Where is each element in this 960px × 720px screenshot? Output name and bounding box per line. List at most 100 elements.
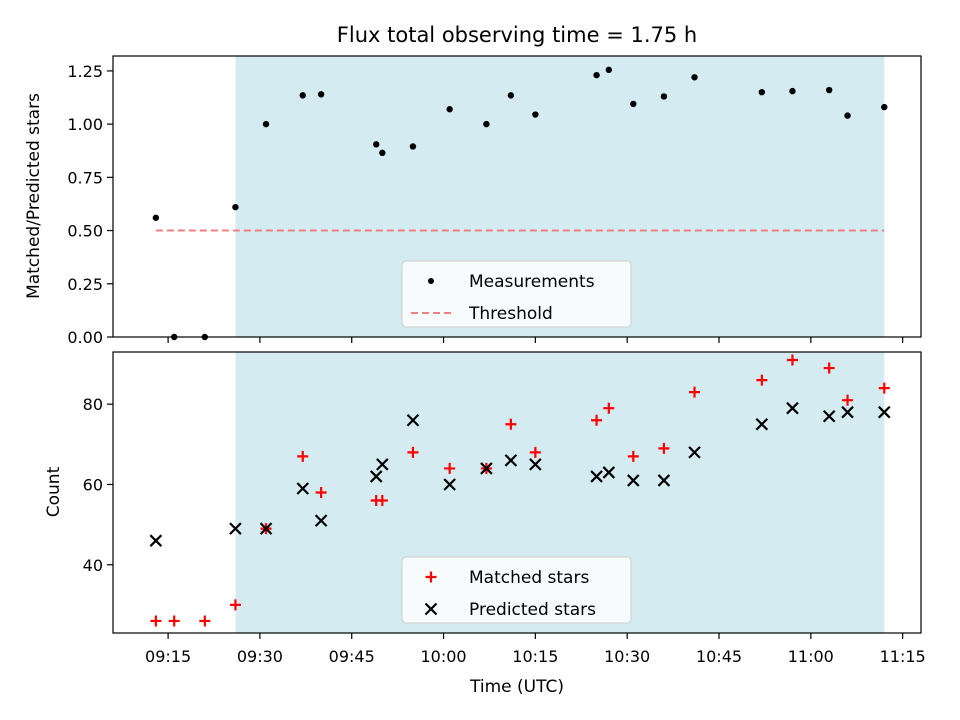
matched-stars-point [823, 362, 835, 374]
measurement-point [691, 74, 698, 81]
measurement-point [299, 92, 306, 99]
matched-stars-point [407, 446, 419, 458]
measurement-point [262, 120, 270, 128]
measurement-point [881, 103, 888, 111]
x-tick-label: 10:00 [420, 647, 466, 666]
predicted-stars-point [755, 417, 769, 431]
measurement-point [232, 203, 239, 211]
measurement-point [532, 111, 539, 118]
predicted-stars-point [786, 401, 799, 415]
predicted-stars-point [841, 405, 854, 419]
y-tick-label: 0.75 [67, 168, 103, 187]
plot-frame [112, 55, 922, 338]
matched-stars-point [315, 487, 327, 498]
x-axis-label: Time (UTC) [469, 677, 564, 697]
predicted-stars-point [296, 482, 310, 495]
legend-label: Measurements [469, 272, 595, 292]
y-tick-label: 60 [83, 475, 103, 494]
measurement-point [630, 100, 637, 108]
matched-stars-point [842, 394, 854, 406]
measurement-point [605, 66, 613, 74]
predicted-stars-point [259, 522, 273, 535]
y-tick-label: 0.00 [67, 328, 103, 347]
plot-frame [112, 351, 922, 634]
matched-stars-point [756, 374, 768, 386]
x-tick-label: 09:15 [145, 647, 191, 666]
measurement-point [373, 141, 380, 148]
predicted-stars-point [443, 478, 456, 491]
matched-stars-point [591, 414, 603, 426]
measurement-point [593, 71, 600, 79]
measurement-point [758, 88, 766, 96]
x-tick-label: 09:30 [237, 647, 283, 666]
y-tick-label: 1.00 [67, 115, 103, 134]
measurement-point [789, 87, 796, 95]
measurement-point [317, 91, 325, 98]
predicted-stars-point [590, 470, 603, 483]
predicted-stars-point [314, 514, 328, 527]
x-tick-label: 10:45 [696, 647, 742, 666]
legend-box [401, 260, 632, 328]
predicted-stars-point [504, 454, 518, 467]
predicted-stars-point [369, 470, 383, 483]
predicted-stars-point [627, 474, 640, 487]
legend-label: Threshold [468, 304, 553, 324]
legend-plus-icon [425, 571, 437, 583]
matched-stars-point [376, 495, 388, 507]
x-tick-label: 10:15 [512, 647, 558, 666]
y-tick-label: 40 [83, 556, 103, 575]
legend-dot-icon [428, 278, 434, 284]
x-tick-label: 11:15 [880, 647, 926, 666]
predicted-stars-point [376, 458, 389, 471]
matched-stars-point [199, 615, 211, 627]
bottom-y-axis-label: Count [44, 466, 64, 517]
y-tick-label: 0.50 [67, 222, 103, 241]
top-panel: 0.00 0.25 0.50 0.75 1.00 1.25 Measurements Thre… [67, 55, 922, 347]
legend-label: Matched stars [469, 568, 589, 588]
legend: Measurements Threshold [401, 260, 632, 328]
matched-stars-point [444, 462, 456, 474]
predicted-stars-point [406, 413, 420, 427]
measurement-point [825, 86, 833, 94]
predicted-stars-point [480, 462, 493, 475]
bottom-panel: 40 60 80 09:15 09:30 09:45 10:00 10:15 10:30 10:4… [83, 351, 926, 666]
top-chart-title: Flux total observing time = 1.75 h [337, 23, 697, 47]
predicted-stars-point [529, 458, 542, 471]
y-tick-label: 1.25 [67, 62, 103, 81]
measurement-point [507, 92, 515, 99]
measurement-point [446, 106, 453, 113]
x-tick-label: 11:00 [788, 647, 834, 666]
predicted-stars-point [229, 522, 242, 535]
predicted-stars-point [602, 466, 616, 479]
x-tick-label: 09:45 [329, 647, 375, 666]
measurement-point [844, 112, 851, 119]
predicted-stars-point [822, 409, 836, 423]
y-tick-label: 80 [83, 395, 103, 414]
matched-stars-point [878, 382, 890, 394]
predicted-stars-point [657, 474, 671, 487]
predicted-stars-point [877, 405, 891, 419]
legend-box [401, 556, 632, 624]
top-y-axis-label: Matched/Predicted stars [24, 93, 44, 299]
matched-stars-point [529, 446, 541, 458]
x-tick-label: 10:30 [604, 647, 650, 666]
measurement-point [660, 93, 668, 100]
measurement-point [152, 214, 160, 221]
legend: Matched stars Predicted stars [401, 556, 632, 624]
measurement-point [409, 143, 417, 150]
measurement-point [483, 120, 490, 128]
matched-stars-point [689, 386, 701, 398]
matched-stars-point [168, 615, 180, 627]
predicted-stars-point [688, 446, 701, 459]
y-tick-label: 0.25 [67, 275, 103, 294]
matched-stars-point [786, 354, 798, 366]
matched-stars-point [505, 418, 517, 430]
measurement-point [379, 149, 386, 157]
matched-stars-point [627, 450, 639, 462]
matched-stars-point [658, 442, 670, 454]
matched-stars-point [297, 450, 309, 462]
matched-stars-point [150, 615, 162, 627]
matched-stars-point [603, 402, 615, 414]
matched-stars-point [229, 599, 241, 611]
